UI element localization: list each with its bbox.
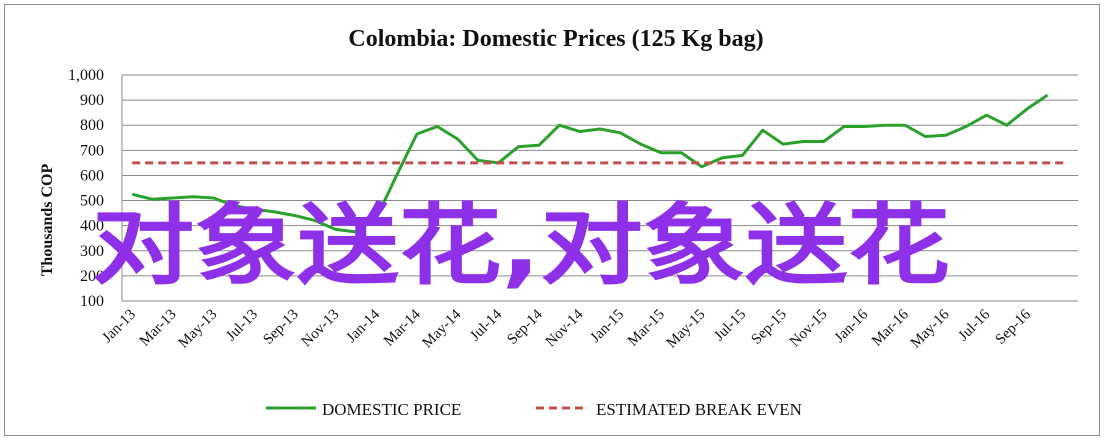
x-tick-label: Sep-15 xyxy=(749,307,790,348)
y-tick-label: 900 xyxy=(80,92,104,109)
x-tick-label: Jul-16 xyxy=(955,306,993,344)
y-tick-label: 1,000 xyxy=(68,67,104,84)
domestic-price-line xyxy=(131,93,1049,234)
chart-frame xyxy=(4,4,1100,436)
x-tick-label: Mar-15 xyxy=(625,307,668,350)
y-tick-label: 300 xyxy=(80,243,104,260)
x-tick-label: Mar-16 xyxy=(869,306,912,349)
y-tick-label: 700 xyxy=(80,142,104,159)
gridlines xyxy=(121,74,1078,302)
x-tick-label: May-13 xyxy=(175,307,220,352)
y-tick-label: 100 xyxy=(80,293,104,310)
x-tick-label: Jan-13 xyxy=(99,307,139,347)
y-axis-label: Thousands COP xyxy=(39,164,56,277)
x-tick-label: Jul-14 xyxy=(467,306,505,344)
x-tick-label: Jul-13 xyxy=(223,307,261,345)
y-axis-ticks: 100 200 300 400 500 600 700 800 900 1,000 xyxy=(68,67,104,310)
x-tick-label: Sep-13 xyxy=(260,307,301,348)
x-tick-label: Nov-13 xyxy=(299,307,343,351)
x-tick-label: Jan-14 xyxy=(343,306,383,346)
x-tick-label: Mar-13 xyxy=(137,307,180,350)
x-tick-label: Mar-14 xyxy=(381,306,424,349)
x-tick-label: Nov-15 xyxy=(787,307,831,351)
x-tick-label: Jan-16 xyxy=(832,306,872,346)
x-tick-label: May-16 xyxy=(908,306,953,351)
legend-label: DOMESTIC PRICE xyxy=(322,400,461,419)
watermark-text: 对象送花,对象送花 xyxy=(92,194,950,297)
x-tick-label: Jan-15 xyxy=(588,307,628,347)
x-tick-label: Sep-14 xyxy=(504,306,546,348)
y-tick-label: 500 xyxy=(80,193,104,210)
y-tick-label: 800 xyxy=(80,117,104,134)
y-tick-label: 600 xyxy=(80,167,104,184)
x-tick-label: Jul-15 xyxy=(711,307,749,345)
series-group xyxy=(131,93,1068,234)
legend-label: ESTIMATED BREAK EVEN xyxy=(596,400,802,419)
x-tick-label: Sep-16 xyxy=(993,306,1035,348)
y-tick-label: 400 xyxy=(80,218,104,235)
y-tick-label: 200 xyxy=(80,268,104,285)
legend: DOMESTIC PRICE ESTIMATED BREAK EVEN xyxy=(266,400,802,419)
x-tick-label: Nov-14 xyxy=(543,306,587,350)
x-tick-label: May-14 xyxy=(420,306,465,351)
x-tick-label: May-15 xyxy=(664,307,709,352)
chart-title: Colombia: Domestic Prices (125 Kg bag) xyxy=(348,26,763,52)
